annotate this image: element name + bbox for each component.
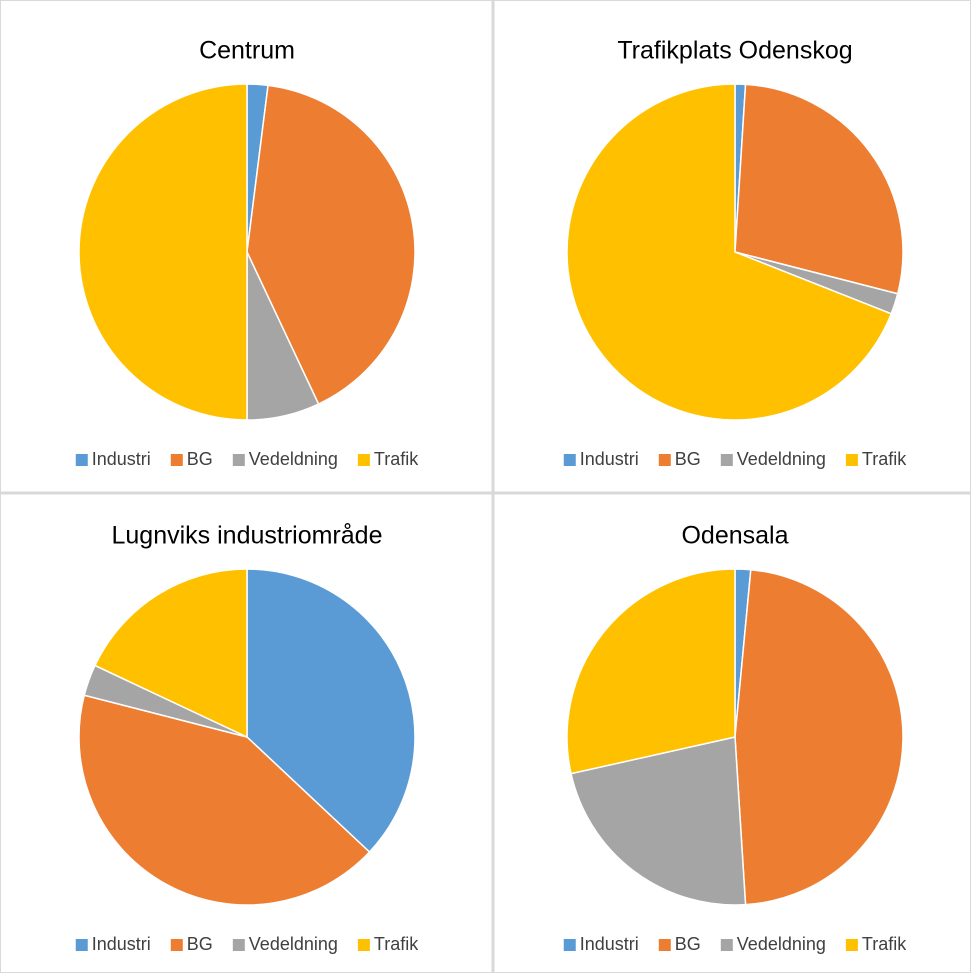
legend-swatch (658, 454, 671, 466)
pie-slice (734, 83, 904, 295)
chart-title: Trafikplats Odenskog (617, 37, 852, 65)
legend-label: BG (187, 449, 213, 469)
legend-swatch (357, 939, 370, 951)
pie-slice (570, 736, 747, 906)
pie-slice (246, 568, 416, 854)
pie-slice (566, 568, 736, 775)
pie-slice (734, 568, 904, 906)
chart-title: Odensala (681, 522, 788, 550)
legend-label: Industri (580, 449, 639, 469)
legend-label: Vedeldning (737, 934, 826, 954)
legend-swatch (720, 454, 733, 466)
legend-swatch (232, 454, 245, 466)
pie-slice (93, 568, 248, 739)
legend-swatch (170, 454, 183, 466)
legend-label: BG (675, 934, 701, 954)
legend-swatch (658, 939, 671, 951)
legend-label: Trafik (374, 934, 419, 954)
legend-label: Trafik (862, 449, 907, 469)
legend-swatch (720, 939, 733, 951)
pie-slice (78, 694, 371, 906)
legend-label: BG (675, 449, 701, 469)
legend-swatch (845, 454, 858, 466)
pie-slice (246, 84, 416, 406)
legend-label: Industri (92, 449, 151, 469)
legend-label: Vedeldning (737, 449, 826, 469)
legend-label: Vedeldning (249, 449, 338, 469)
legend-label: Industri (92, 934, 151, 954)
chart-title: Lugnviks industriområde (112, 522, 383, 550)
pie-slice (566, 83, 893, 421)
legend-swatch (563, 454, 576, 466)
legend-label: Trafik (374, 449, 419, 469)
pie-slice (78, 83, 248, 421)
legend-swatch (232, 939, 245, 951)
legend-swatch (845, 939, 858, 951)
legend-swatch (357, 454, 370, 466)
legend-label: BG (187, 934, 213, 954)
legend-swatch (563, 939, 576, 951)
legend-label: Trafik (862, 934, 907, 954)
legend-label: Industri (580, 934, 639, 954)
legend-label: Vedeldning (249, 934, 338, 954)
legend-swatch (75, 454, 88, 466)
legend-swatch (75, 939, 88, 951)
chart-title: Centrum (199, 37, 295, 65)
legend-swatch (170, 939, 183, 951)
